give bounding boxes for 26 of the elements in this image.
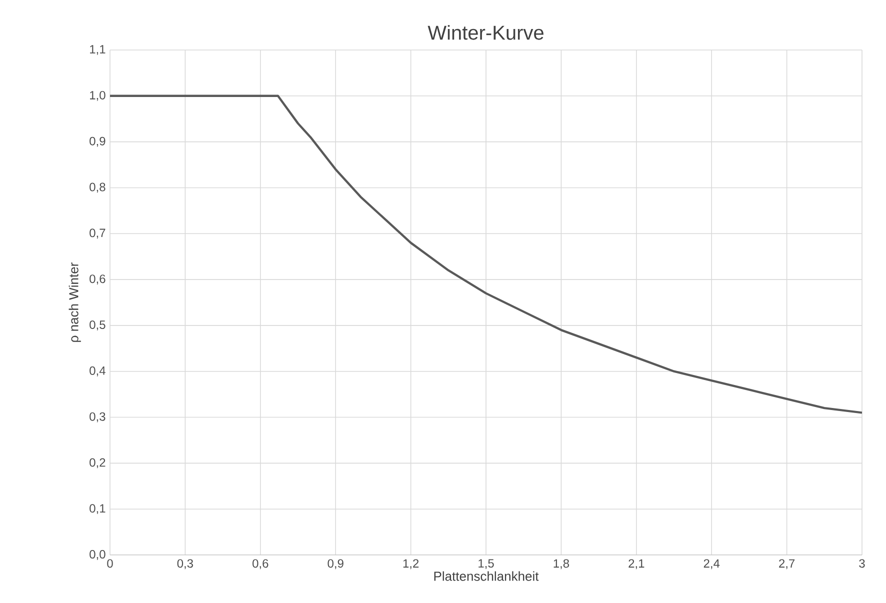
y-tick-label: 1,0 bbox=[90, 90, 106, 101]
x-tick-label: 0 bbox=[107, 559, 113, 568]
x-tick-label: 3 bbox=[859, 559, 865, 568]
x-tick-label: 2,1 bbox=[628, 559, 644, 570]
y-tick-label: 0,0 bbox=[90, 550, 106, 560]
chart-title: Winter-Kurve bbox=[428, 25, 544, 40]
x-tick-label: 1,5 bbox=[478, 559, 494, 569]
y-tick-label: 0,6 bbox=[90, 274, 106, 284]
y-tick-label: 0,5 bbox=[90, 320, 106, 330]
y-tick-label: 0,9 bbox=[90, 136, 106, 147]
y-tick-label: 0,8 bbox=[90, 182, 106, 193]
x-tick-label: 0,3 bbox=[177, 559, 194, 570]
y-axis-title: ρ nach Winter bbox=[68, 262, 81, 342]
x-tick-label: 1,2 bbox=[403, 559, 419, 570]
y-tick-label: 0,7 bbox=[90, 228, 106, 239]
y-tick-label: 1,1 bbox=[90, 45, 106, 55]
x-axis-title: Plattenschlankheit bbox=[434, 571, 539, 581]
y-tick-label: 0,4 bbox=[90, 366, 106, 376]
y-tick-label: 0,3 bbox=[90, 412, 106, 422]
x-tick-label: 2,4 bbox=[704, 559, 720, 570]
x-tick-label: 1,8 bbox=[554, 559, 570, 570]
x-tick-label: 2,7 bbox=[779, 559, 795, 570]
x-tick-label: 0,9 bbox=[328, 559, 344, 570]
y-tick-label: 0,2 bbox=[90, 458, 106, 468]
x-tick-label: 0,6 bbox=[252, 559, 268, 570]
y-tick-label: 0,1 bbox=[90, 504, 106, 514]
